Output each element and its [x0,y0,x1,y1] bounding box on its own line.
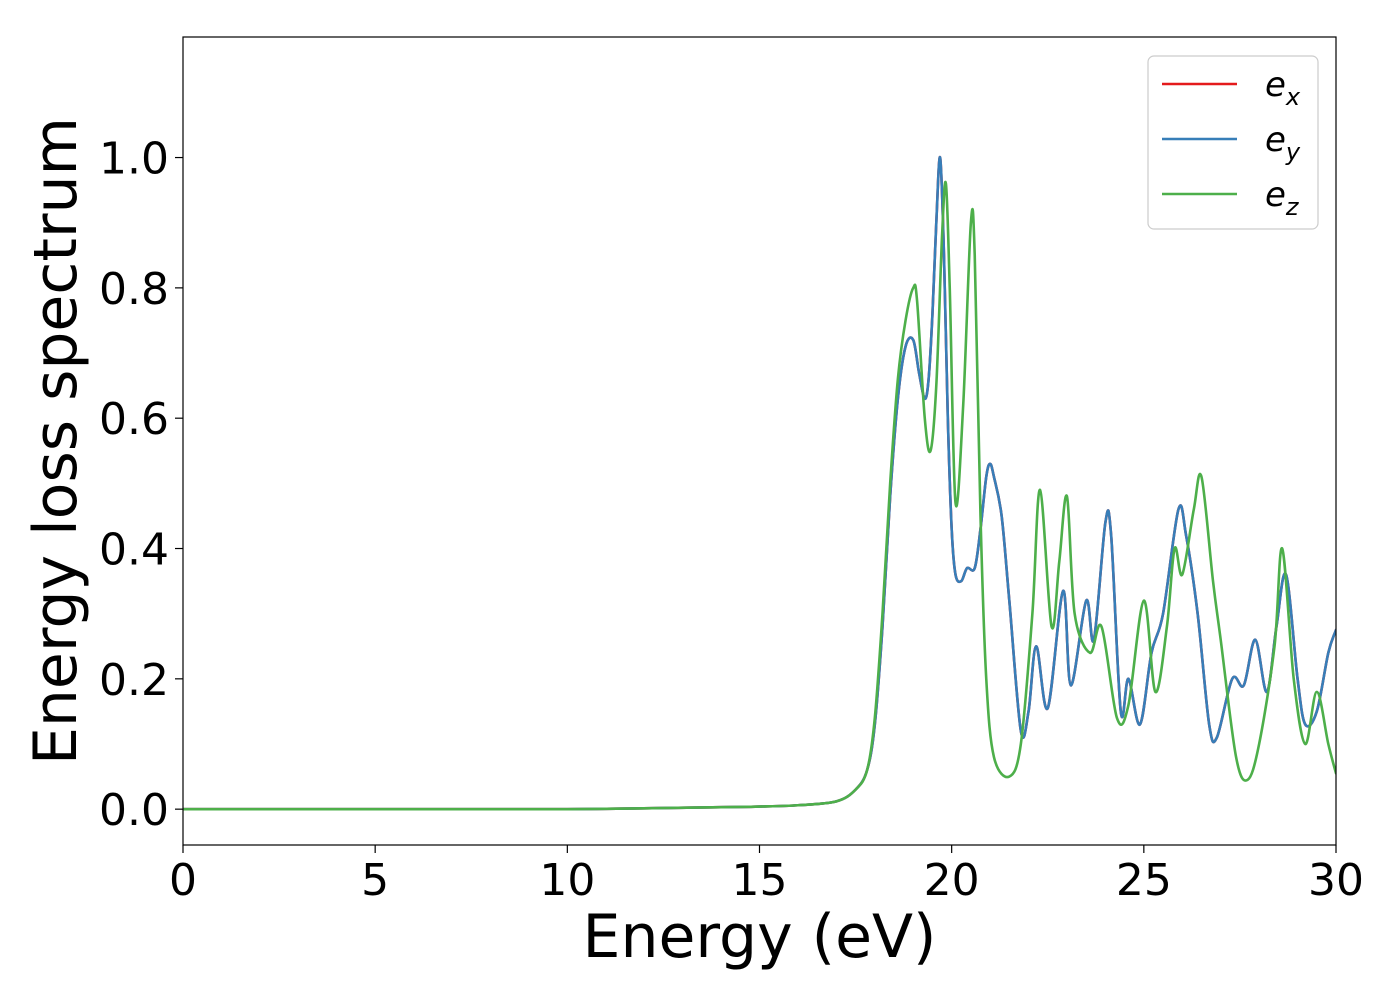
x-tick-label: 25 [1116,855,1172,906]
legend-label-subscript: y [1285,138,1301,166]
x-tick-label: 20 [924,855,980,906]
x-axis: 0 5 10 15 20 25 30 [169,845,1364,906]
x-tick-label: 30 [1308,855,1364,906]
x-tick-label: 0 [169,855,197,906]
legend-label-z: ez [1265,175,1300,221]
legend-label-y: ey [1265,120,1301,166]
y-axis-label: Energy loss spectrum [21,117,91,765]
legend-label-subscript: x [1285,83,1301,111]
legend-label-x: ex [1265,65,1301,111]
y-tick-label: 0.2 [99,655,169,706]
legend-box [1147,55,1319,230]
legend-label-base: e [1265,65,1286,105]
series-line-z [183,180,1336,811]
y-tick-label: 0.4 [99,525,169,576]
x-tick-label: 5 [361,855,389,906]
x-tick-label: 15 [732,855,788,906]
legend-label-base: e [1265,120,1286,160]
legend-label-base: e [1265,175,1286,215]
series-layer [183,156,1336,811]
y-tick-label: 0.0 [99,785,169,836]
y-tick-label: 0.8 [99,264,169,315]
y-axis: 0.0 0.2 0.4 0.6 0.8 1.0 [99,134,183,836]
legend-label-subscript: z [1285,193,1300,221]
x-axis-label: Energy (eV) [583,902,937,972]
y-tick-label: 0.6 [99,394,169,445]
y-tick-label: 1.0 [99,134,169,185]
x-tick-label: 10 [539,855,595,906]
